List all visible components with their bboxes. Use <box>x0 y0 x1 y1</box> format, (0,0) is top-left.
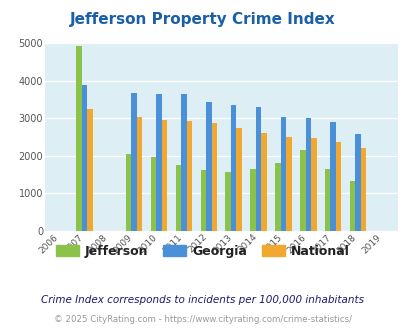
Bar <box>81 85 87 231</box>
Bar <box>299 150 305 231</box>
Bar <box>206 102 211 231</box>
Bar <box>280 116 286 231</box>
Bar <box>354 134 360 231</box>
Bar <box>225 172 230 231</box>
Bar <box>76 46 81 231</box>
Bar <box>126 154 131 231</box>
Bar <box>324 169 330 231</box>
Bar <box>275 163 280 231</box>
Bar <box>211 123 217 231</box>
Bar <box>255 107 261 231</box>
Bar <box>175 165 181 231</box>
Bar <box>236 128 241 231</box>
Bar <box>181 94 186 231</box>
Bar <box>261 133 266 231</box>
Bar <box>360 148 365 231</box>
Text: Jefferson Property Crime Index: Jefferson Property Crime Index <box>70 12 335 26</box>
Text: Crime Index corresponds to incidents per 100,000 inhabitants: Crime Index corresponds to incidents per… <box>41 295 364 305</box>
Bar <box>286 137 291 231</box>
Bar <box>305 118 310 231</box>
Bar <box>310 139 316 231</box>
Bar <box>87 110 92 231</box>
Bar <box>162 120 167 231</box>
Bar <box>230 105 236 231</box>
Bar <box>186 121 192 231</box>
Bar <box>250 169 255 231</box>
Bar <box>349 182 354 231</box>
Bar <box>200 170 206 231</box>
Bar <box>131 93 136 231</box>
Text: © 2025 CityRating.com - https://www.cityrating.com/crime-statistics/: © 2025 CityRating.com - https://www.city… <box>54 315 351 324</box>
Legend: Jefferson, Georgia, National: Jefferson, Georgia, National <box>51 240 354 263</box>
Bar <box>335 142 341 231</box>
Bar <box>156 94 162 231</box>
Bar <box>136 116 142 231</box>
Bar <box>330 122 335 231</box>
Bar <box>151 157 156 231</box>
